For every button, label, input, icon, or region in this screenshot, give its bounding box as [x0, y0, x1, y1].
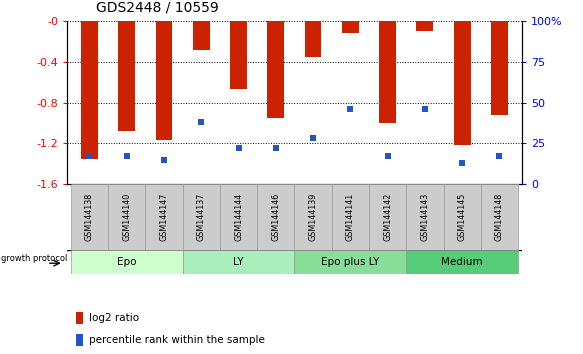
Text: Epo: Epo — [117, 257, 136, 267]
Bar — [369, 184, 406, 250]
Bar — [193, 21, 210, 50]
Text: GSM144141: GSM144141 — [346, 193, 355, 241]
Bar — [118, 21, 135, 131]
Text: LY: LY — [233, 257, 244, 267]
Bar — [76, 334, 83, 346]
Text: GSM144140: GSM144140 — [122, 193, 131, 241]
Bar — [182, 250, 294, 274]
Bar — [156, 21, 173, 140]
Bar — [454, 21, 470, 145]
Bar — [182, 184, 220, 250]
Text: GSM144138: GSM144138 — [85, 193, 94, 241]
Bar — [108, 184, 145, 250]
Text: growth protocol: growth protocol — [1, 254, 68, 263]
Bar — [342, 21, 359, 34]
Bar — [294, 250, 406, 274]
Bar — [268, 21, 284, 118]
Bar — [294, 184, 332, 250]
Bar — [71, 250, 182, 274]
Bar — [406, 184, 444, 250]
Text: GDS2448 / 10559: GDS2448 / 10559 — [96, 0, 219, 14]
Text: GSM144148: GSM144148 — [495, 193, 504, 241]
Text: Epo plus LY: Epo plus LY — [321, 257, 380, 267]
Bar — [76, 312, 83, 324]
Text: GSM144144: GSM144144 — [234, 193, 243, 241]
Bar — [257, 184, 294, 250]
Text: GSM144137: GSM144137 — [196, 193, 206, 241]
Text: GSM144146: GSM144146 — [271, 193, 280, 241]
Bar — [220, 184, 257, 250]
Text: GSM144147: GSM144147 — [160, 193, 168, 241]
Bar — [491, 21, 508, 115]
Text: GSM144139: GSM144139 — [308, 193, 318, 241]
Bar — [481, 184, 518, 250]
Bar — [332, 184, 369, 250]
Bar — [379, 21, 396, 123]
Text: percentile rank within the sample: percentile rank within the sample — [89, 335, 265, 345]
Bar — [230, 21, 247, 90]
Text: log2 ratio: log2 ratio — [89, 313, 139, 323]
Bar — [71, 184, 108, 250]
Text: GSM144145: GSM144145 — [458, 193, 466, 241]
Bar — [416, 21, 433, 32]
Bar — [444, 184, 481, 250]
Bar — [81, 21, 98, 159]
Text: Medium: Medium — [441, 257, 483, 267]
Bar — [305, 21, 321, 57]
Text: GSM144142: GSM144142 — [383, 193, 392, 241]
Text: GSM144143: GSM144143 — [420, 193, 429, 241]
Bar — [145, 184, 182, 250]
Bar — [406, 250, 518, 274]
